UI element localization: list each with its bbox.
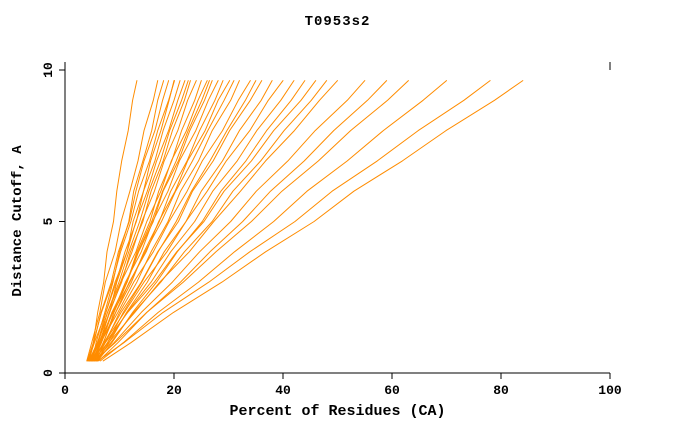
x-tick-label: 40 [275,383,291,398]
x-tick-label: 80 [493,383,509,398]
curve-model-29 [99,80,447,362]
curve-model-32 [86,80,175,362]
y-tick-label: 5 [41,217,56,225]
curve-model-33 [91,80,189,362]
x-axis-label: Percent of Residues (CA) [229,403,446,420]
curve-model-26 [95,80,366,362]
y-tick-label: 0 [41,369,56,377]
curve-model-28 [93,80,409,362]
curve-model-01 [89,80,138,362]
curve-model-16 [95,80,240,362]
curve-model-18 [92,80,263,362]
curve-model-17 [89,80,251,362]
curve-model-07 [87,80,186,362]
curve-model-31 [102,80,524,362]
curve-model-27 [98,80,388,362]
curve-model-11 [88,80,208,362]
y-tick-label: 10 [41,62,56,78]
curve-model-30 [97,80,491,362]
curve-model-15 [91,80,231,362]
x-tick-label: 0 [61,383,69,398]
x-tick-label: 60 [384,383,400,398]
curve-model-35 [88,80,235,362]
chart-title: T0953s2 [304,14,371,30]
curve-model-23 [89,80,317,362]
x-tick-label: 100 [598,383,622,398]
x-tick-label: 20 [166,383,182,398]
curve-model-36 [96,80,257,362]
curve-model-08 [92,80,191,362]
curve-model-02 [86,80,159,362]
curve-model-25 [91,80,338,362]
